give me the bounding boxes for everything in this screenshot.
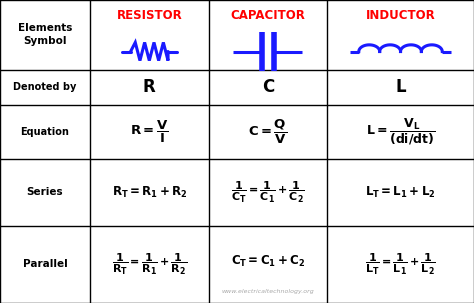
Text: $\mathbf{\dfrac{1}{C_T} = \dfrac{1}{C_1} + \dfrac{1}{C_2}}$: $\mathbf{\dfrac{1}{C_T} = \dfrac{1}{C_1}… bbox=[231, 180, 305, 205]
Text: $\mathbf{C = \dfrac{Q}{V}}$: $\mathbf{C = \dfrac{Q}{V}}$ bbox=[248, 118, 287, 146]
Text: Parallel: Parallel bbox=[23, 259, 67, 269]
Text: Elements
Symbol: Elements Symbol bbox=[18, 23, 72, 46]
Text: www.electricaltechnology.org: www.electricaltechnology.org bbox=[221, 289, 314, 294]
Text: $\mathbf{\dfrac{1}{L_T} = \dfrac{1}{L_1} + \dfrac{1}{L_2}}$: $\mathbf{\dfrac{1}{L_T} = \dfrac{1}{L_1}… bbox=[365, 252, 436, 277]
Text: Series: Series bbox=[27, 187, 64, 198]
Text: $\mathbf{L = \dfrac{V_L}{(di/dt)}}$: $\mathbf{L = \dfrac{V_L}{(di/dt)}}$ bbox=[366, 117, 435, 147]
Text: $\mathbf{R = \dfrac{V}{I}}$: $\mathbf{R = \dfrac{V}{I}}$ bbox=[130, 119, 169, 145]
Text: RESISTOR: RESISTOR bbox=[117, 9, 182, 22]
Text: Denoted by: Denoted by bbox=[13, 82, 77, 92]
Text: CAPACITOR: CAPACITOR bbox=[230, 9, 305, 22]
Text: $\mathbf{L_T = L_1 + L_2}$: $\mathbf{L_T = L_1 + L_2}$ bbox=[365, 185, 436, 200]
Text: $\mathbf{C_T = C_1 + C_2}$: $\mathbf{C_T = C_1 + C_2}$ bbox=[231, 254, 305, 269]
Text: R: R bbox=[143, 78, 155, 96]
Text: INDUCTOR: INDUCTOR bbox=[365, 9, 436, 22]
Text: $\mathbf{\dfrac{1}{R_T} = \dfrac{1}{R_1} + \dfrac{1}{R_2}}$: $\mathbf{\dfrac{1}{R_T} = \dfrac{1}{R_1}… bbox=[112, 252, 187, 277]
Text: L: L bbox=[395, 78, 406, 96]
Text: C: C bbox=[262, 78, 274, 96]
Text: $\mathbf{R_T = R_1 + R_2}$: $\mathbf{R_T = R_1 + R_2}$ bbox=[111, 185, 187, 200]
Text: Equation: Equation bbox=[20, 127, 70, 137]
